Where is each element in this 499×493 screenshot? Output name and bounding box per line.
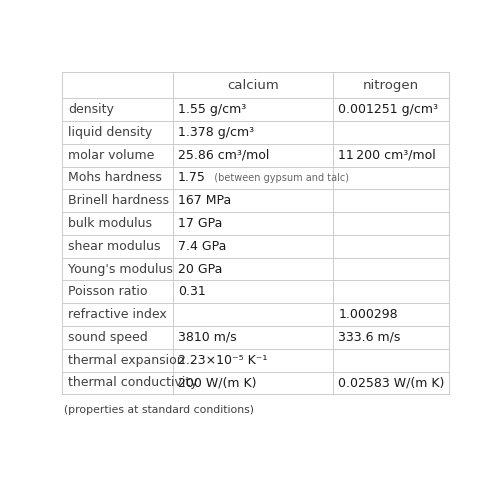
Text: shear modulus: shear modulus [68,240,160,253]
Text: liquid density: liquid density [68,126,152,139]
Text: density: density [68,103,114,116]
Text: 0.02583 W/(m K): 0.02583 W/(m K) [338,377,445,389]
Text: 333.6 m/s: 333.6 m/s [338,331,401,344]
Text: calcium: calcium [227,79,279,92]
Text: (between gypsum and talc): (between gypsum and talc) [208,173,349,183]
Text: Young's modulus: Young's modulus [68,263,173,276]
Text: nitrogen: nitrogen [363,79,419,92]
Text: sound speed: sound speed [68,331,148,344]
Text: 25.86 cm³/mol: 25.86 cm³/mol [178,149,269,162]
Text: 0.001251 g/cm³: 0.001251 g/cm³ [338,103,439,116]
Text: 2.23×10⁻⁵ K⁻¹: 2.23×10⁻⁵ K⁻¹ [178,353,267,367]
Text: 1.75: 1.75 [178,172,206,184]
Text: 1.000298: 1.000298 [338,308,398,321]
Text: 167 MPa: 167 MPa [178,194,231,207]
Text: Brinell hardness: Brinell hardness [68,194,169,207]
Text: molar volume: molar volume [68,149,154,162]
Text: 3810 m/s: 3810 m/s [178,331,237,344]
Text: (properties at standard conditions): (properties at standard conditions) [63,405,253,415]
Text: 17 GPa: 17 GPa [178,217,223,230]
Text: thermal conductivity: thermal conductivity [68,377,198,389]
Text: bulk modulus: bulk modulus [68,217,152,230]
Text: 0.31: 0.31 [178,285,206,298]
Text: 11 200 cm³/mol: 11 200 cm³/mol [338,149,436,162]
Text: Mohs hardness: Mohs hardness [68,172,162,184]
Text: 20 GPa: 20 GPa [178,263,223,276]
Text: thermal expansion: thermal expansion [68,353,185,367]
Text: 7.4 GPa: 7.4 GPa [178,240,227,253]
Text: 200 W/(m K): 200 W/(m K) [178,377,256,389]
Text: 1.55 g/cm³: 1.55 g/cm³ [178,103,246,116]
Text: refractive index: refractive index [68,308,167,321]
Text: 1.378 g/cm³: 1.378 g/cm³ [178,126,254,139]
Text: Poisson ratio: Poisson ratio [68,285,147,298]
